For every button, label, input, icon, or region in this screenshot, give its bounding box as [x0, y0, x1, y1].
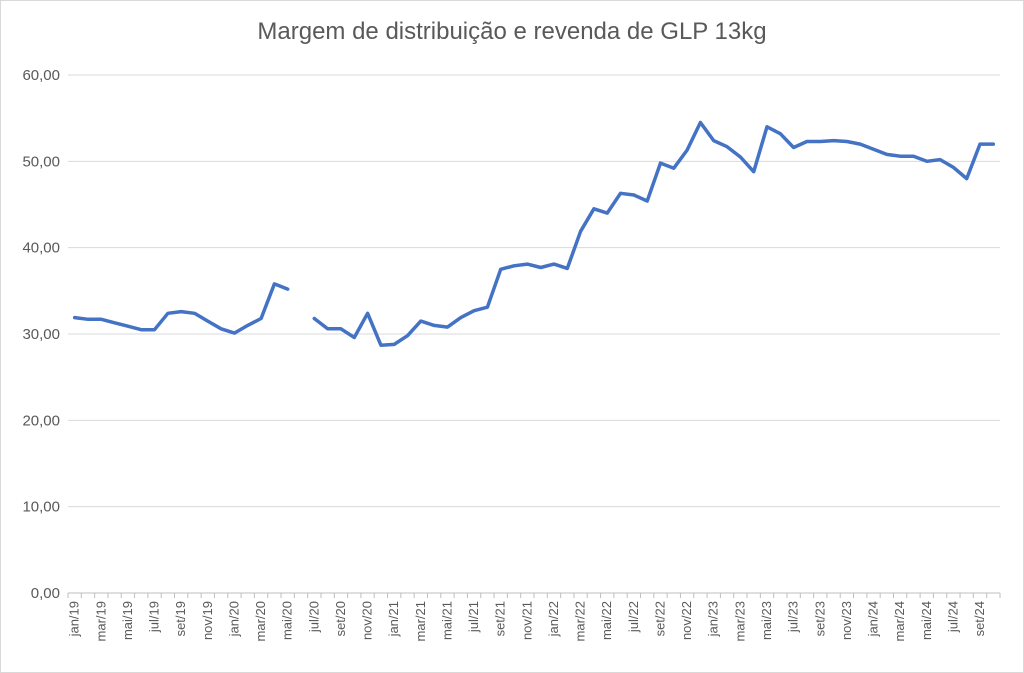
x-tick-label: set/20 [333, 601, 348, 636]
x-tick-label: jul/24 [945, 601, 960, 633]
x-tick-label: set/24 [972, 601, 987, 636]
x-tick-label: jul/20 [306, 601, 321, 633]
x-tick-label: jul/21 [466, 601, 481, 633]
x-tick-label: mai/20 [280, 601, 295, 640]
x-tick-label: jan/23 [706, 601, 721, 637]
x-tick-label: mar/23 [732, 601, 747, 641]
x-tick-label: mai/19 [120, 601, 135, 640]
x-tick-label: mai/24 [919, 601, 934, 640]
gridlines [68, 74, 1000, 594]
x-tick-label: jan/19 [67, 601, 82, 637]
x-tick-label: jul/22 [626, 601, 641, 633]
x-tick-label: mai/23 [759, 601, 774, 640]
y-tick-label: 40,00 [22, 240, 60, 257]
series-line [312, 120, 996, 347]
x-tick-label: nov/22 [679, 601, 694, 640]
x-tick-label: nov/21 [519, 601, 534, 640]
y-tick-label: 30,00 [22, 326, 60, 343]
y-axis-tick-labels: 0,00 10,00 20,00 30,00 40,00 50,00 60,00 [22, 67, 60, 602]
y-tick-label: 10,00 [22, 499, 60, 516]
x-tick-label: set/21 [493, 601, 508, 636]
x-tick-label: mai/21 [439, 601, 454, 640]
y-tick-label: 60,00 [22, 67, 60, 84]
x-tick-label: jan/21 [386, 601, 401, 637]
x-tick-label: nov/19 [200, 601, 215, 640]
x-tick-label: jan/24 [866, 601, 881, 637]
x-axis-tick-labels: jan/19 mar/19 mai/19 jul/19 set/19 nov/19 jan/… [67, 601, 987, 641]
x-tick-label: set/22 [652, 601, 667, 636]
series-line [72, 282, 290, 335]
y-tick-label: 50,00 [22, 153, 60, 170]
y-tick-label: 0,00 [31, 585, 60, 602]
x-tick-label: set/19 [173, 601, 188, 636]
series-lines [72, 120, 996, 347]
x-tick-label: nov/20 [360, 601, 375, 640]
x-tick-label: mar/19 [93, 601, 108, 641]
x-tick-label: jan/22 [546, 601, 561, 637]
x-tick-label: jul/23 [786, 601, 801, 633]
x-tick-label: nov/23 [839, 601, 854, 640]
x-tick-label: jan/20 [226, 601, 241, 637]
chart-title: Margem de distribuição e revenda de GLP … [257, 18, 767, 45]
y-tick-label: 20,00 [22, 412, 60, 429]
x-tick-label: mar/21 [413, 601, 428, 641]
x-tick-label: set/23 [812, 601, 827, 636]
x-tick-label: mar/22 [573, 601, 588, 641]
x-tick-label: mar/20 [253, 601, 268, 641]
x-tick-label: mar/24 [892, 601, 907, 641]
x-tick-label: mai/22 [599, 601, 614, 640]
x-axis [67, 592, 1001, 598]
x-tick-label: jul/19 [147, 601, 162, 633]
